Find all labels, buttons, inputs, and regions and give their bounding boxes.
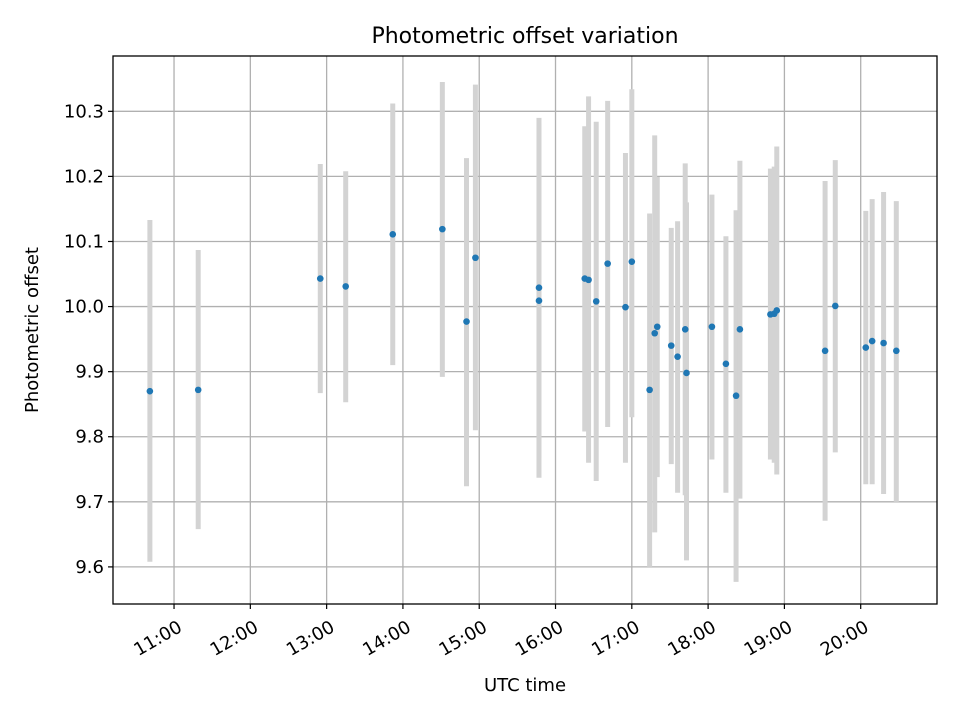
- data-point: [342, 283, 350, 290]
- y-axis-label: Photometric offset: [22, 247, 43, 413]
- data-point: [683, 369, 690, 377]
- data-point: [628, 258, 636, 265]
- data-point: [708, 323, 716, 331]
- y-tick-label: 9.7: [75, 492, 104, 513]
- y-tick-label: 10.1: [64, 231, 104, 252]
- data-point: [653, 323, 661, 331]
- y-tick-label: 10.2: [64, 166, 104, 187]
- data-point: [773, 307, 781, 314]
- data-point: [622, 303, 629, 311]
- grid: [113, 56, 937, 604]
- y-tick-label: 9.8: [75, 427, 104, 448]
- data-point: [585, 276, 592, 284]
- chart-title: Photometric offset variation: [371, 24, 678, 49]
- y-tick-label: 10.0: [64, 297, 104, 318]
- plot-frame: [112, 55, 938, 605]
- y-tick-label: 9.9: [75, 362, 104, 383]
- data-point: [674, 353, 681, 360]
- data-point: [592, 298, 600, 305]
- data-point: [604, 260, 611, 267]
- data-point: [194, 386, 202, 394]
- data-point: [880, 339, 887, 347]
- data-point: [667, 342, 675, 349]
- data-point: [535, 284, 543, 291]
- data-points: [146, 225, 900, 400]
- y-tick-label: 10.3: [64, 101, 104, 122]
- data-point: [463, 318, 470, 325]
- data-point: [646, 386, 653, 394]
- data-point: [831, 302, 839, 310]
- data-point: [316, 275, 324, 282]
- data-point: [893, 347, 900, 355]
- data-point: [146, 387, 154, 395]
- data-point: [651, 329, 659, 337]
- data-point: [681, 326, 689, 333]
- data-point: [736, 326, 744, 333]
- data-point: [862, 344, 870, 351]
- data-point: [821, 347, 829, 355]
- data-point: [868, 337, 876, 345]
- data-point: [389, 231, 397, 238]
- y-tick-label: 9.6: [75, 557, 104, 578]
- x-axis-label: UTC time: [484, 675, 566, 696]
- data-point: [472, 254, 479, 262]
- data-point: [732, 392, 740, 400]
- data-point: [439, 225, 446, 233]
- data-point: [722, 360, 730, 368]
- data-point: [535, 297, 543, 305]
